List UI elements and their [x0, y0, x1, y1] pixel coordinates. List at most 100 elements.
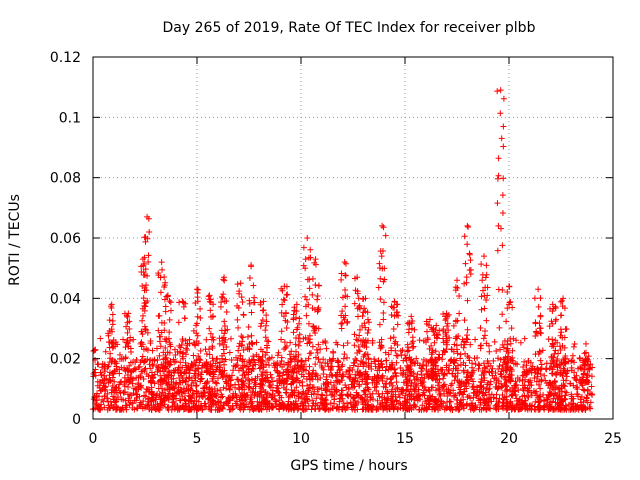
data-point: [497, 356, 504, 363]
data-point: [484, 292, 491, 299]
data-point: [315, 325, 322, 332]
data-point: [300, 406, 307, 413]
data-point: [381, 396, 388, 403]
data-point: [440, 387, 447, 394]
data-point: [161, 282, 168, 289]
data-point: [354, 406, 361, 413]
data-point: [246, 377, 253, 384]
data-point: [162, 303, 169, 310]
data-point: [200, 385, 207, 392]
data-point: [432, 397, 439, 404]
data-point: [406, 319, 413, 326]
data-point: [352, 355, 359, 362]
data-point: [111, 403, 118, 410]
data-point: [209, 369, 216, 376]
data-point: [271, 392, 278, 399]
data-point: [393, 373, 400, 380]
data-point: [511, 388, 518, 395]
data-point: [238, 342, 245, 349]
data-point: [470, 378, 477, 385]
data-point: [452, 373, 459, 380]
data-point: [156, 312, 163, 319]
data-point: [183, 345, 190, 352]
data-point: [560, 295, 567, 302]
data-point: [501, 338, 508, 345]
y-tick-label: 0.08: [50, 171, 81, 187]
data-point: [317, 346, 324, 353]
data-point: [207, 361, 214, 368]
data-point: [143, 388, 150, 395]
data-point: [167, 341, 174, 348]
data-point: [523, 362, 530, 369]
data-point: [504, 353, 511, 360]
data-point: [164, 349, 171, 356]
data-point: [262, 327, 269, 334]
data-point: [125, 383, 132, 390]
data-point: [489, 372, 496, 379]
data-point: [295, 342, 302, 349]
data-point: [144, 213, 151, 220]
data-point: [131, 406, 138, 413]
data-point: [362, 391, 369, 398]
data-point: [381, 276, 388, 283]
data-point: [144, 347, 151, 354]
data-point: [584, 356, 591, 363]
data-point: [411, 376, 418, 383]
data-point: [507, 378, 514, 385]
data-point: [499, 286, 506, 293]
data-point: [141, 254, 148, 261]
data-point: [368, 360, 375, 367]
data-point: [528, 382, 535, 389]
data-point: [426, 316, 433, 323]
data-point: [294, 362, 301, 369]
data-point: [501, 399, 508, 406]
data-point: [159, 266, 166, 273]
data-point: [472, 402, 479, 409]
data-point: [456, 293, 463, 300]
data-point: [264, 338, 271, 345]
data-point: [495, 398, 502, 405]
data-point: [305, 254, 312, 261]
data-point: [338, 325, 345, 332]
data-point: [248, 262, 255, 269]
data-point: [481, 392, 488, 399]
data-point: [209, 334, 216, 341]
data-point: [470, 386, 477, 393]
data-point: [377, 296, 384, 303]
data-point: [511, 404, 518, 411]
x-tick-label: 0: [89, 431, 98, 447]
data-point: [181, 396, 188, 403]
data-point: [252, 381, 259, 388]
data-point: [430, 325, 437, 332]
data-point: [106, 376, 113, 383]
data-point: [452, 287, 459, 294]
data-point: [565, 358, 572, 365]
data-point: [206, 346, 213, 353]
data-point: [104, 363, 111, 370]
data-point: [91, 347, 98, 354]
data-point: [342, 272, 349, 279]
data-point: [390, 325, 397, 332]
data-point: [278, 354, 285, 361]
data-point: [406, 391, 413, 398]
data-point: [541, 403, 548, 410]
data-point: [306, 276, 313, 283]
data-point: [124, 329, 131, 336]
data-point: [410, 343, 417, 350]
data-point: [441, 348, 448, 355]
data-point: [431, 339, 438, 346]
data-point: [415, 386, 422, 393]
data-point: [478, 376, 485, 383]
data-point: [477, 324, 484, 331]
data-point: [302, 293, 309, 300]
data-point: [549, 308, 556, 315]
data-point: [152, 401, 159, 408]
data-point: [113, 389, 120, 396]
data-point: [180, 355, 187, 362]
data-point: [573, 377, 580, 384]
data-point: [255, 406, 262, 413]
data-point: [157, 289, 164, 296]
data-point: [327, 400, 334, 407]
data-point: [436, 385, 443, 392]
data-point: [164, 394, 171, 401]
